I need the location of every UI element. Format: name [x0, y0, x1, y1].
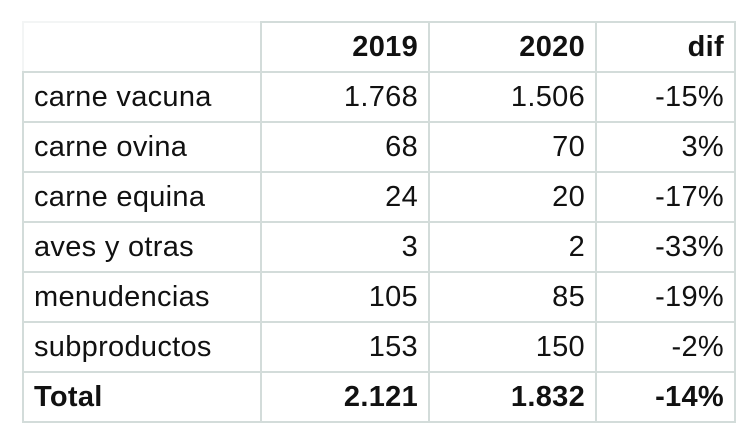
total-dif: -14%	[595, 371, 736, 423]
row-label: carne ovina	[22, 121, 262, 173]
value-2019: 68	[260, 121, 430, 173]
value-dif: -2%	[595, 321, 736, 373]
row-label: carne vacuna	[22, 71, 262, 123]
value-2020: 85	[428, 271, 597, 323]
total-2020: 1.832	[428, 371, 597, 423]
table-row: subproductos 153 150 -2%	[22, 321, 736, 373]
header-row: 2019 2020 dif	[22, 21, 736, 73]
value-2019: 1.768	[260, 71, 430, 123]
row-label: menudencias	[22, 271, 262, 323]
header-dif: dif	[595, 21, 736, 73]
value-2019: 3	[260, 221, 430, 273]
total-row: Total 2.121 1.832 -14%	[22, 371, 736, 423]
value-dif: -17%	[595, 171, 736, 223]
value-2020: 20	[428, 171, 597, 223]
header-2019: 2019	[260, 21, 430, 73]
value-2020: 2	[428, 221, 597, 273]
data-table-container: 2019 2020 dif carne vacuna 1.768 1.506 -…	[22, 21, 736, 423]
value-2020: 150	[428, 321, 597, 373]
row-label: subproductos	[22, 321, 262, 373]
value-2020: 70	[428, 121, 597, 173]
table-row: carne vacuna 1.768 1.506 -15%	[22, 71, 736, 123]
total-label: Total	[22, 371, 262, 423]
value-2019: 153	[260, 321, 430, 373]
value-2019: 105	[260, 271, 430, 323]
table-row: aves y otras 3 2 -33%	[22, 221, 736, 273]
value-dif: -19%	[595, 271, 736, 323]
header-2020: 2020	[428, 21, 597, 73]
data-table: 2019 2020 dif carne vacuna 1.768 1.506 -…	[22, 21, 736, 423]
value-2020: 1.506	[428, 71, 597, 123]
table-row: carne ovina 68 70 3%	[22, 121, 736, 173]
value-dif: 3%	[595, 121, 736, 173]
value-dif: -33%	[595, 221, 736, 273]
value-2019: 24	[260, 171, 430, 223]
table-row: menudencias 105 85 -19%	[22, 271, 736, 323]
row-label: aves y otras	[22, 221, 262, 273]
value-dif: -15%	[595, 71, 736, 123]
total-2019: 2.121	[260, 371, 430, 423]
header-empty	[22, 21, 262, 73]
table-row: carne equina 24 20 -17%	[22, 171, 736, 223]
row-label: carne equina	[22, 171, 262, 223]
